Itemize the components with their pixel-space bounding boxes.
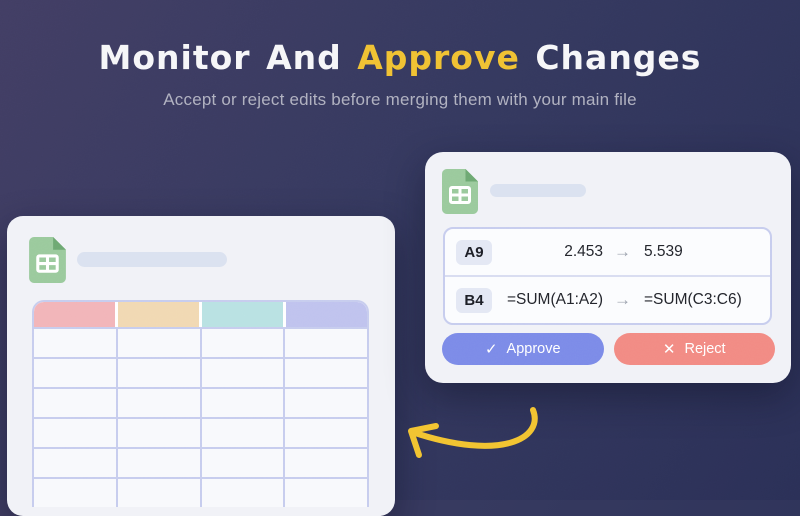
title-text-2: Changes — [519, 38, 702, 77]
sheet-cell — [117, 359, 200, 387]
old-value: 2.453 — [564, 243, 603, 260]
new-value: 5.539 — [644, 243, 683, 260]
sheet-cell — [201, 359, 284, 387]
spreadsheet-preview-card — [7, 216, 395, 516]
sheet-cell — [285, 389, 367, 417]
title-highlight: Approve — [357, 38, 520, 77]
sheet-header-cell — [286, 302, 367, 327]
sheet-cell — [117, 329, 200, 357]
hero-header: Monitor And Approve Changes Accept or re… — [0, 38, 800, 110]
title-text-1: Monitor And — [98, 38, 358, 77]
file-title-placeholder — [77, 252, 227, 267]
sheet-cell — [285, 359, 367, 387]
sheet-cell — [201, 419, 284, 447]
sheet-table-body — [34, 327, 367, 507]
sheet-cell — [285, 449, 367, 477]
old-value: =SUM(A1:A2) — [506, 291, 603, 308]
page-subtitle: Accept or reject edits before merging th… — [163, 90, 637, 109]
new-value: =SUM(C3:C6) — [644, 291, 742, 308]
approve-button[interactable]: ✓ Approve — [442, 333, 604, 365]
sheet-cell — [34, 419, 116, 447]
page-title: Monitor And Approve Changes — [0, 38, 800, 77]
sheet-cell — [117, 389, 200, 417]
cell-ref-badge: B4 — [456, 287, 492, 313]
sheet-cell — [201, 329, 284, 357]
changes-list: A9 2.453 → 5.539 B4 =SUM(A1:A2) → =SUM(C… — [443, 227, 772, 325]
sheet-header-cell — [34, 302, 115, 327]
sheet-cell — [285, 479, 367, 507]
sheet-cell — [201, 479, 284, 507]
sheet-cell — [34, 389, 116, 417]
sheet-cell — [117, 479, 200, 507]
cell-ref-badge: A9 — [456, 239, 492, 265]
change-row: A9 2.453 → 5.539 — [445, 229, 770, 275]
sheet-cell — [34, 359, 116, 387]
mini-sheet-table — [32, 300, 369, 507]
reject-label: Reject — [684, 341, 726, 357]
sheet-header-cell — [202, 302, 283, 327]
sheet-cell — [201, 449, 284, 477]
sheet-cell — [117, 449, 200, 477]
check-icon: ✓ — [484, 340, 498, 358]
changes-approval-card: A9 2.453 → 5.539 B4 =SUM(A1:A2) → =SUM(C… — [425, 152, 791, 383]
sheet-cell — [117, 419, 200, 447]
sheet-table-header — [34, 302, 367, 327]
curved-arrow-icon — [396, 402, 546, 464]
approve-label: Approve — [506, 341, 561, 357]
sheet-cell — [285, 419, 367, 447]
x-icon: ✕ — [662, 340, 676, 358]
sheet-cell — [34, 479, 116, 507]
google-sheets-icon — [29, 237, 66, 283]
change-arrow-icon: → — [614, 242, 631, 261]
change-arrow-icon: → — [614, 290, 631, 309]
action-buttons: ✓ Approve ✕ Reject — [442, 333, 775, 365]
sheet-cell — [34, 329, 116, 357]
sheet-header-cell — [118, 302, 199, 327]
reject-button[interactable]: ✕ Reject — [613, 333, 775, 365]
change-row: B4 =SUM(A1:A2) → =SUM(C3:C6) — [445, 277, 770, 323]
sheet-cell — [201, 389, 284, 417]
file-title-placeholder — [490, 184, 586, 197]
google-sheets-icon — [442, 169, 478, 214]
sheet-cell — [285, 329, 367, 357]
sheet-cell — [34, 449, 116, 477]
